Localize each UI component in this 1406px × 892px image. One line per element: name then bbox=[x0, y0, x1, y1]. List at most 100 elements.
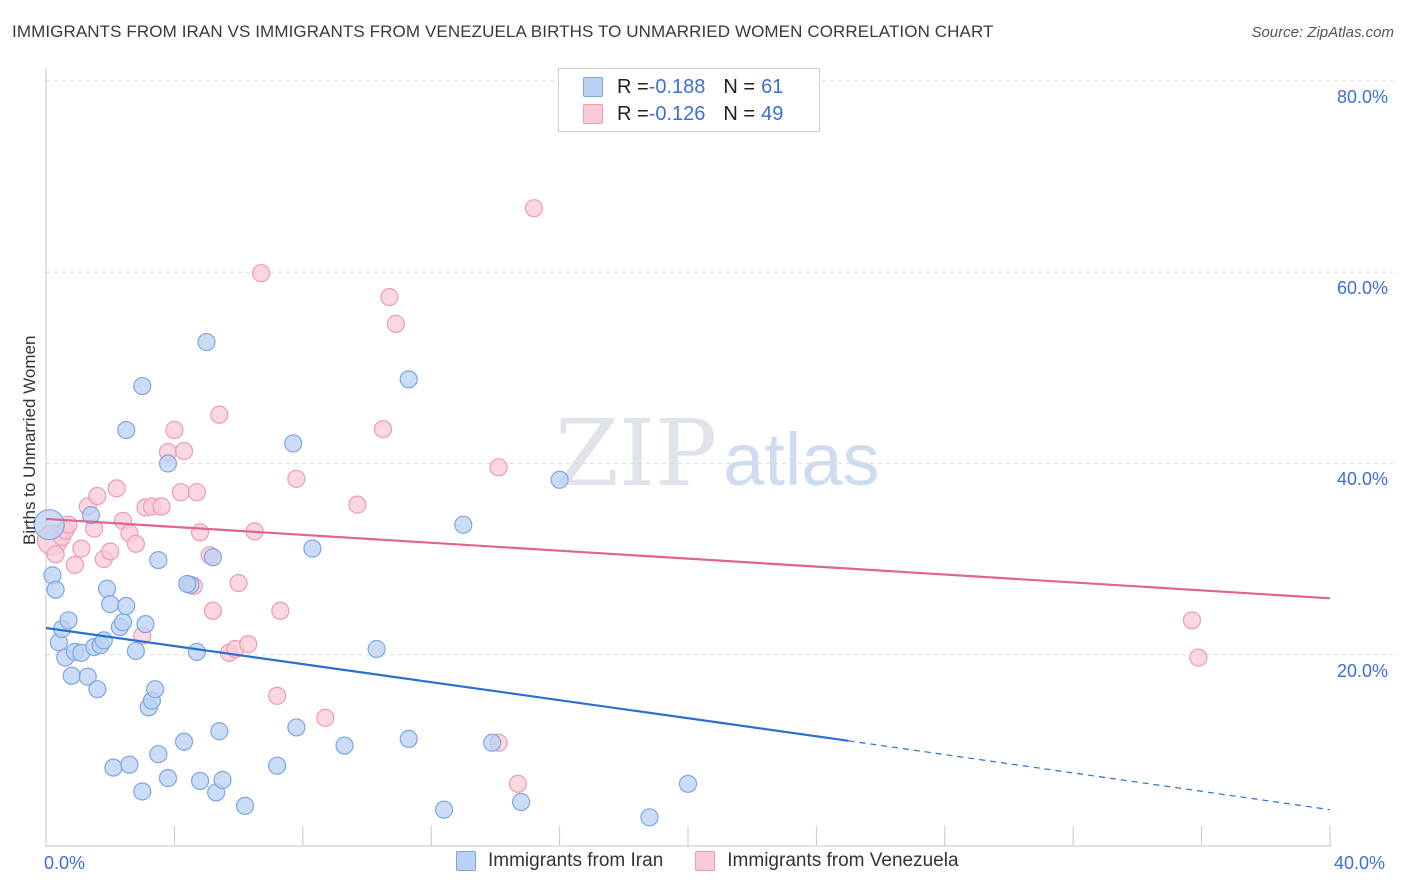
series-legend-label-venezuela: Immigrants from Venezuela bbox=[727, 850, 959, 871]
iran-trend-line bbox=[45, 626, 849, 742]
iran-point bbox=[88, 680, 107, 699]
venezuela-point bbox=[1189, 648, 1208, 667]
venezuela-point bbox=[187, 483, 206, 502]
iran-point bbox=[235, 796, 255, 815]
iran-point bbox=[287, 718, 306, 737]
iran-point bbox=[187, 642, 206, 661]
iran-point bbox=[33, 509, 65, 541]
iran-point bbox=[146, 680, 165, 699]
y-tick-label-80: 80.0% bbox=[1337, 87, 1389, 107]
iran-point bbox=[136, 615, 155, 634]
iran-point bbox=[133, 782, 152, 801]
iran-point bbox=[454, 515, 473, 534]
iran-point bbox=[284, 434, 303, 453]
iran-point bbox=[399, 729, 418, 749]
legend-iran-n-label: N = bbox=[723, 75, 756, 98]
iran-point bbox=[126, 641, 145, 661]
source-credit: Source: ZipAtlas.com bbox=[1251, 24, 1394, 41]
iran-point bbox=[149, 550, 168, 570]
venezuela-point bbox=[380, 288, 399, 307]
legend-venezuela-r-value: -0.126 bbox=[648, 102, 706, 125]
iran-point bbox=[81, 506, 101, 525]
venezuela-point bbox=[287, 469, 306, 488]
venezuela-point bbox=[229, 573, 248, 593]
iran-point bbox=[303, 539, 322, 558]
watermark-atlas: atlas bbox=[723, 418, 880, 501]
venezuela-point bbox=[107, 479, 126, 498]
venezuela-point bbox=[72, 539, 91, 558]
legend-swatch-venezuela bbox=[583, 104, 603, 124]
y-tick-label-20: 20.0% bbox=[1337, 661, 1389, 681]
iran-point bbox=[101, 594, 120, 614]
venezuela-point bbox=[316, 708, 335, 727]
iran-point bbox=[483, 733, 502, 752]
iran-point bbox=[117, 596, 136, 616]
venezuela-point bbox=[46, 545, 65, 564]
legend-iran-n-value: 61 bbox=[761, 75, 784, 98]
legend-iran-r-value: -0.188 bbox=[648, 75, 706, 98]
x-tick-label-40: 40.0% bbox=[1334, 853, 1386, 873]
iran-point bbox=[213, 770, 232, 790]
venezuela-point bbox=[171, 483, 190, 502]
iran-point bbox=[104, 758, 123, 777]
iran-trend-extension bbox=[848, 740, 1331, 811]
series-legend-label-iran: Immigrants from Iran bbox=[488, 850, 664, 871]
venezuela-point bbox=[88, 486, 107, 506]
venezuela-point bbox=[65, 555, 84, 574]
iran-point bbox=[158, 769, 178, 788]
iran-point bbox=[113, 613, 133, 632]
iran-point bbox=[678, 774, 698, 793]
series-legend: Immigrants from Iran Immigrants from Ven… bbox=[456, 850, 959, 872]
venezuela-point bbox=[508, 774, 527, 793]
legend-swatch-iran bbox=[583, 77, 603, 97]
legend-iran-r-label: R = bbox=[617, 75, 649, 98]
venezuela-point bbox=[524, 199, 544, 218]
venezuela-point bbox=[348, 495, 367, 514]
iran-point bbox=[197, 332, 216, 352]
venezuela-point bbox=[489, 458, 508, 477]
series-legend-swatch-venezuela bbox=[695, 851, 716, 871]
iran-point bbox=[149, 745, 168, 764]
y-tick-label-60: 60.0% bbox=[1337, 278, 1389, 298]
venezuela-point bbox=[152, 497, 171, 516]
venezuela-point bbox=[268, 686, 287, 705]
venezuela-point bbox=[174, 441, 194, 461]
iran-point bbox=[46, 580, 65, 599]
venezuela-point bbox=[165, 420, 184, 440]
venezuela-point bbox=[251, 264, 271, 283]
venezuela-point bbox=[190, 523, 210, 542]
iran-point bbox=[178, 574, 197, 594]
legend-venezuela-n-value: 49 bbox=[761, 102, 784, 125]
iran-point bbox=[62, 666, 81, 685]
iran-point bbox=[399, 370, 418, 389]
iran-point bbox=[190, 771, 210, 791]
legend-venezuela-n-label: N = bbox=[723, 102, 756, 125]
iran-point bbox=[59, 611, 78, 630]
chart-title: IMMIGRANTS FROM IRAN VS IMMIGRANTS FROM … bbox=[12, 22, 994, 41]
iran-point bbox=[117, 420, 136, 440]
venezuela-point bbox=[203, 601, 223, 620]
watermark: ZIPatlas bbox=[555, 400, 879, 507]
x-tick-label-0: 0.0% bbox=[44, 853, 86, 873]
iran-point bbox=[367, 639, 386, 659]
venezuela-point bbox=[210, 405, 229, 424]
iran-point bbox=[174, 732, 194, 751]
iran-point bbox=[120, 755, 139, 774]
legend-row-venezuela: R = -0.126 N = 49 bbox=[583, 102, 783, 126]
iran-point bbox=[511, 792, 531, 812]
iran-point bbox=[203, 548, 223, 567]
stats-legend: R = -0.188 N = 61 R = -0.126 N = 49 bbox=[558, 68, 820, 132]
iran-point bbox=[78, 667, 97, 686]
venezuela-point bbox=[239, 635, 258, 654]
iran-point bbox=[210, 722, 229, 741]
legend-row-iran: R = -0.188 N = 61 bbox=[583, 75, 783, 99]
iran-point bbox=[133, 376, 152, 396]
iran-point bbox=[640, 808, 659, 827]
series-legend-swatch-iran bbox=[456, 851, 476, 871]
iran-point bbox=[268, 756, 287, 775]
iran-point bbox=[158, 454, 178, 473]
watermark-zip: ZIP bbox=[555, 400, 718, 507]
venezuela-trend-line bbox=[45, 517, 1331, 600]
iran-point bbox=[97, 579, 117, 598]
